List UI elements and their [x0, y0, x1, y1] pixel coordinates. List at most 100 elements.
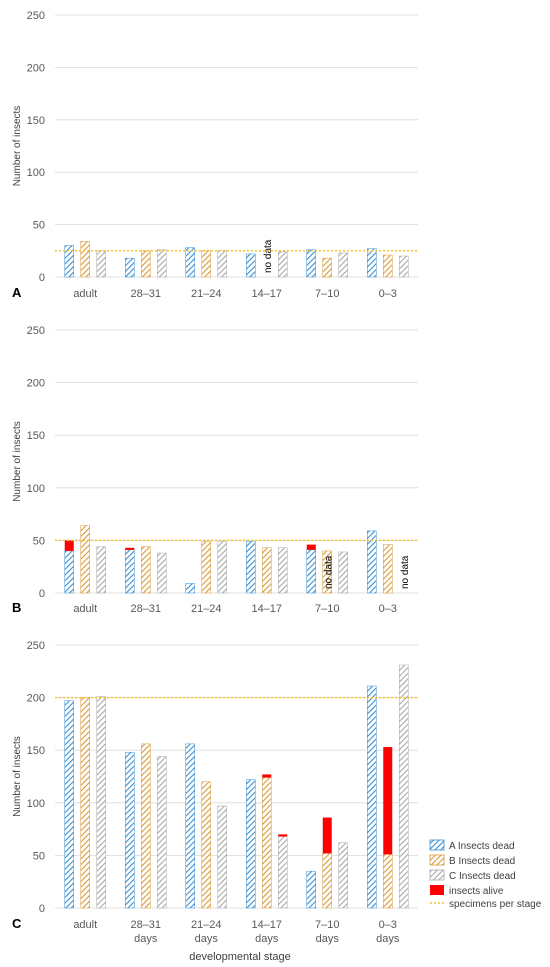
bar-c-dead — [157, 552, 167, 594]
bar-a-dead — [185, 743, 195, 909]
bar-c-dead — [278, 251, 288, 278]
bar-a-dead — [64, 700, 74, 909]
bar-b-dead — [201, 250, 211, 278]
y-tick-label: 0 — [39, 903, 45, 915]
bar-b-dead — [383, 544, 393, 594]
bar-c-dead — [217, 805, 227, 909]
bar-c-dead — [157, 249, 167, 278]
panel-letter: A — [12, 285, 22, 300]
y-tick-label: 0 — [39, 272, 45, 284]
x-tick-label: 0–3 — [379, 288, 397, 300]
legend-swatch-alive — [430, 885, 444, 895]
panel-a: 0 50 100 150 200 250 Number of insects A adult 28… — [12, 10, 418, 300]
y-tick-label: 150 — [27, 430, 45, 442]
bar-c-dead — [338, 842, 348, 909]
bar-b-dead — [141, 743, 151, 909]
bar-c-dead — [338, 252, 348, 278]
bar-c-dead — [399, 255, 409, 278]
bar-a-dead — [64, 550, 74, 594]
x-tick-label: 14–17 — [251, 288, 282, 300]
bar-b-dead — [322, 257, 332, 278]
bar-b-dead — [322, 550, 332, 594]
bar-b-alive — [383, 747, 393, 855]
legend-swatch-b — [429, 854, 445, 866]
y-tick-label: 200 — [27, 62, 45, 74]
x-tick-label: 21–24 — [191, 919, 222, 931]
bar-c-dead — [278, 836, 288, 909]
x-tick-label: 7–10 — [315, 919, 339, 931]
x-tick-label: 0–3 — [379, 919, 397, 931]
y-tick-label: 250 — [27, 10, 45, 22]
y-axis-title: Number of insects — [12, 106, 23, 187]
no-data-label: no data — [263, 239, 274, 273]
bar-b-dead — [262, 777, 272, 909]
x-tick-label: adult — [73, 603, 97, 615]
x-tick-label: days — [316, 933, 340, 945]
x-tick-label: 28–31 — [130, 288, 161, 300]
legend-label-c: C Insects dead — [449, 871, 516, 882]
bar-c-dead — [399, 664, 409, 909]
y-tick-label: 100 — [27, 167, 45, 179]
bar-a-alive — [306, 544, 316, 550]
bar-b-dead — [80, 241, 90, 278]
y-tick-label: 50 — [33, 220, 45, 232]
legend-label-alive: insects alive — [449, 886, 504, 897]
y-tick-label: 250 — [27, 325, 45, 337]
panel-letter: B — [12, 600, 21, 615]
bar-b-dead — [80, 697, 90, 909]
bar-c-dead — [96, 250, 106, 278]
y-tick-label: 150 — [27, 115, 45, 127]
y-tick-label: 200 — [27, 378, 45, 390]
x-tick-label: days — [376, 933, 400, 945]
x-tick-label: 28–31 — [130, 603, 161, 615]
bar-b-dead — [141, 546, 151, 594]
x-tick-label: adult — [73, 288, 97, 300]
bar-b-alive — [262, 774, 272, 778]
bar-b-dead — [322, 853, 332, 909]
legend-label-specimens: specimens per stage — [449, 899, 542, 910]
panel-b: 0 50 100 150 200 250 Number of insects B adult 28… — [12, 325, 418, 615]
x-tick-label: days — [195, 933, 219, 945]
y-axis-title: Number of insects — [12, 736, 23, 817]
y-tick-label: 100 — [27, 483, 45, 495]
y-axis-title: Number of insects — [12, 421, 23, 502]
bar-a-alive — [64, 540, 74, 551]
bar-a-dead — [246, 253, 256, 278]
bar-c-dead — [157, 756, 167, 909]
legend-swatch-c — [429, 869, 445, 881]
y-tick-label: 150 — [27, 745, 45, 757]
bar-a-dead — [185, 247, 195, 278]
x-tick-label: days — [255, 933, 279, 945]
y-tick-label: 50 — [33, 850, 45, 862]
x-tick-label: 14–17 — [251, 919, 282, 931]
legend-label-b: B Insects dead — [449, 856, 515, 867]
bar-a-dead — [367, 248, 377, 278]
bar-c-dead — [338, 551, 348, 594]
bar-b-dead — [262, 547, 272, 594]
x-tick-label: adult — [73, 919, 97, 931]
bar-a-dead — [367, 530, 377, 594]
bar-b-dead — [201, 781, 211, 909]
x-tick-label: 21–24 — [191, 603, 222, 615]
y-tick-label: 100 — [27, 798, 45, 810]
bar-a-dead — [246, 541, 256, 594]
x-tick-label: days — [134, 933, 158, 945]
x-tick-label: 7–10 — [315, 288, 339, 300]
bar-a-dead — [64, 245, 74, 278]
bar-c-alive — [278, 834, 288, 837]
x-tick-label: 21–24 — [191, 288, 222, 300]
bar-a-dead — [185, 583, 195, 594]
no-data-label: no data — [400, 555, 411, 589]
panel-letter: C — [12, 916, 22, 931]
panel-c: 0 50 100 150 200 250 Number of insects C adult 28… — [12, 640, 418, 945]
legend-label-a: A Insects dead — [449, 841, 515, 852]
bar-c-dead — [96, 696, 106, 909]
bar-a-dead — [125, 549, 135, 594]
y-tick-label: 50 — [33, 535, 45, 547]
bar-b-dead — [201, 541, 211, 594]
x-axis-title: developmental stage — [189, 951, 291, 963]
legend-swatch-a — [429, 839, 445, 851]
bar-b-dead — [141, 250, 151, 278]
bar-c-dead — [217, 541, 227, 594]
